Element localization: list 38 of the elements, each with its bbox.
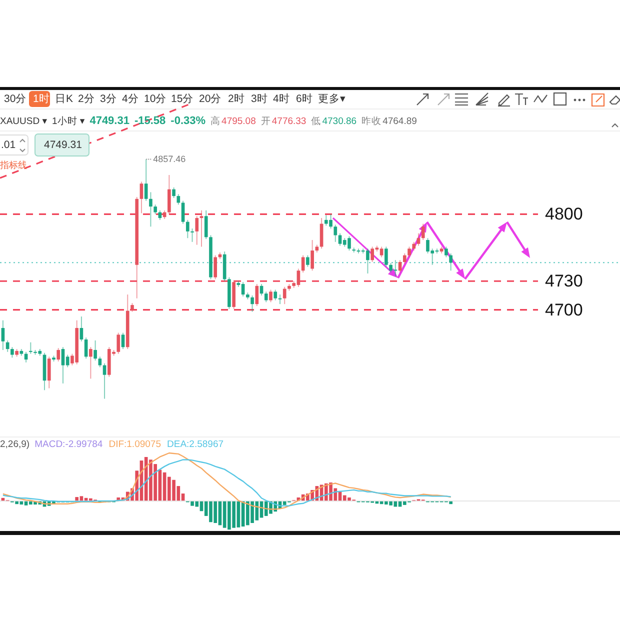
text: 昨收 — [362, 115, 382, 127]
text: 4776.33 — [272, 116, 306, 127]
text: 30分 — [4, 93, 27, 105]
text: 更多▾ — [318, 93, 346, 105]
annotation: 4857.46 — [153, 154, 186, 164]
text: 2时 — [228, 92, 245, 105]
text: 1时 — [33, 92, 50, 105]
annotation: 指标线 — [0, 160, 27, 170]
text: 4764.89 — [382, 116, 417, 127]
text: 低 — [311, 116, 322, 127]
text: XAUUSD ▾ — [0, 116, 48, 127]
text: 日K — [55, 93, 74, 105]
series-label: DIF:1.09075 — [108, 439, 161, 450]
text: 4时 — [273, 92, 290, 105]
y-tick-label: 4800 — [545, 204, 583, 224]
text: MACD:-2.99784 — [34, 439, 103, 450]
text: 3分 — [100, 93, 117, 105]
text: 15分 — [171, 93, 194, 105]
text: -15.58 — [134, 115, 166, 127]
text: 1小时 ▾ — [52, 115, 85, 127]
text: 2,26,9) — [0, 439, 30, 450]
annotation: 4749.31 — [44, 139, 82, 151]
series-label: DEA:2.58967 — [167, 439, 224, 450]
y-tick-label: 4730 — [545, 272, 583, 291]
text: 4749.31 — [90, 115, 130, 127]
text: 10分 — [144, 93, 167, 105]
text: 20分 — [199, 93, 222, 105]
text: 2分 — [78, 93, 95, 105]
text: 6时 — [296, 92, 313, 105]
text: 4795.08 — [222, 116, 256, 127]
text: 4分 — [122, 93, 139, 105]
text: 高 — [210, 115, 221, 127]
text: -0.33% — [170, 115, 206, 127]
text: 3时 — [251, 92, 268, 105]
text: 4730.86 — [322, 116, 357, 127]
y-tick-label: 4700 — [545, 300, 583, 320]
text: 开 — [260, 116, 271, 127]
annotation: .01 — [1, 139, 16, 151]
